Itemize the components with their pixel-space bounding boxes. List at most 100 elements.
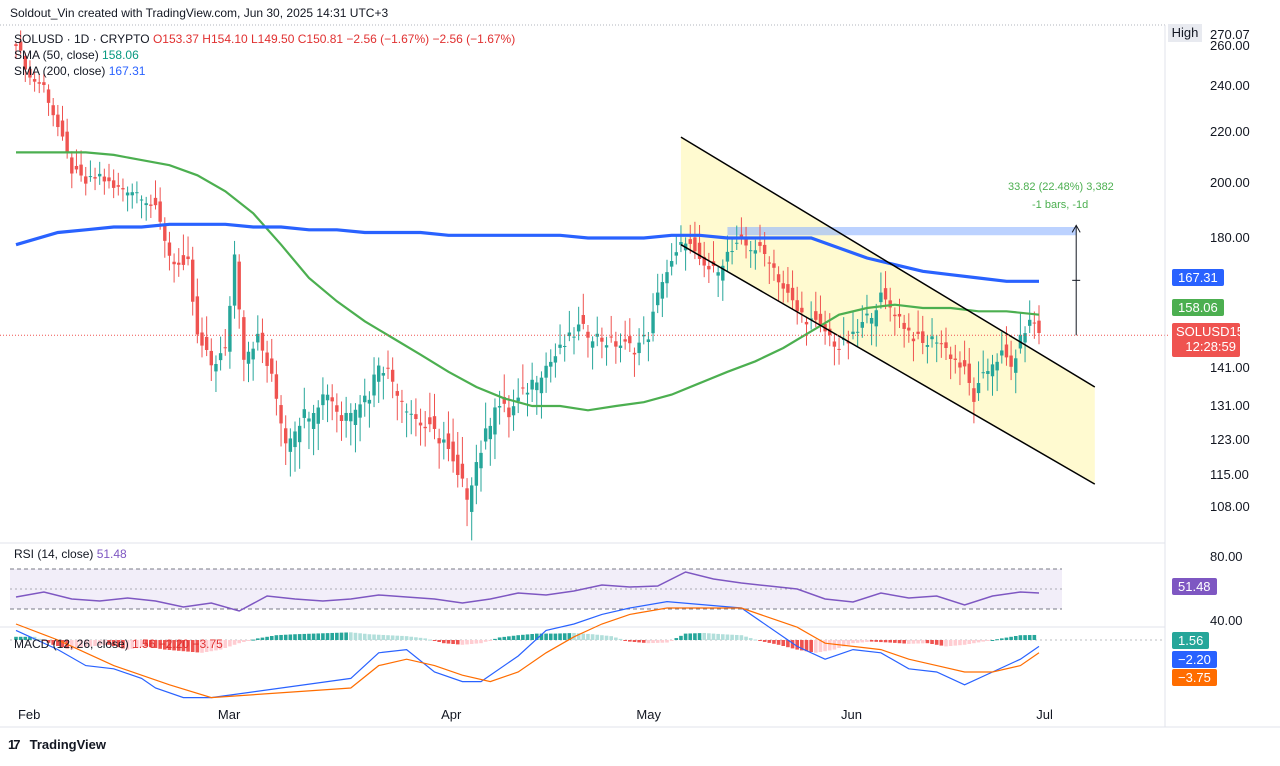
candle-body bbox=[395, 391, 399, 396]
macd-histogram-bar bbox=[781, 640, 786, 646]
macd-histogram-bar bbox=[865, 640, 869, 642]
macd-histogram-bar bbox=[218, 640, 223, 650]
macd-histogram-bar bbox=[958, 640, 962, 646]
legend-sma200[interactable]: SMA (200, close) 167.31 bbox=[14, 64, 145, 78]
candle-body bbox=[339, 415, 344, 421]
candle-body bbox=[37, 82, 41, 84]
candle-body bbox=[660, 282, 665, 299]
macd-histogram-bar bbox=[153, 640, 158, 648]
macd-histogram-bar bbox=[888, 640, 892, 643]
candle-body bbox=[349, 412, 353, 422]
high-value: 270.07 bbox=[1210, 27, 1250, 42]
candle-body bbox=[953, 358, 957, 360]
macd-histogram-bar bbox=[14, 636, 18, 640]
candle-body bbox=[204, 336, 209, 350]
macd-histogram-bar bbox=[818, 640, 823, 652]
candle-body bbox=[874, 310, 878, 327]
macd-histogram-bar bbox=[548, 633, 553, 640]
tradingview-logo[interactable]: 17 TradingView bbox=[8, 737, 106, 752]
candle-body bbox=[302, 409, 306, 418]
candle-body bbox=[144, 203, 148, 206]
candle-body bbox=[158, 201, 162, 222]
price-axis-label: 108.00 bbox=[1210, 499, 1250, 514]
macd-histogram-bar bbox=[418, 637, 423, 640]
macd-histogram-bar bbox=[1027, 635, 1032, 640]
candle-body bbox=[218, 353, 223, 361]
time-axis-label: Mar bbox=[218, 707, 241, 722]
legend-sma50[interactable]: SMA (50, close) 158.06 bbox=[14, 48, 139, 62]
macd-histogram-bar bbox=[107, 640, 111, 645]
macd-histogram-bar bbox=[507, 636, 511, 640]
macd-histogram-bar bbox=[214, 640, 218, 651]
candle-body bbox=[693, 237, 697, 252]
macd-histogram-bar bbox=[74, 640, 79, 649]
candle-body bbox=[944, 342, 948, 349]
candle-body bbox=[897, 313, 902, 317]
candle-body bbox=[363, 395, 367, 403]
macd-histogram-bar bbox=[163, 640, 167, 650]
macd-histogram-bar bbox=[962, 640, 967, 645]
candle-body bbox=[753, 250, 758, 254]
macd-histogram-bar bbox=[939, 640, 944, 646]
candle-body bbox=[762, 244, 767, 255]
macd-histogram-bar bbox=[144, 640, 148, 647]
candle-body bbox=[46, 89, 51, 103]
macd-histogram-bar bbox=[414, 637, 418, 640]
macd-histogram-bar bbox=[879, 640, 883, 643]
candle-body bbox=[474, 462, 479, 486]
candle-body bbox=[51, 105, 55, 116]
candle-body bbox=[163, 225, 167, 241]
candle-body bbox=[939, 343, 944, 345]
macd-histogram-bar bbox=[339, 632, 344, 640]
macd-histogram-bar bbox=[586, 633, 590, 640]
macd-histogram-bar bbox=[400, 635, 404, 640]
candle-body bbox=[311, 413, 316, 429]
macd-histogram-bar bbox=[274, 635, 279, 640]
candle-body bbox=[265, 352, 269, 366]
candle-body bbox=[525, 392, 530, 395]
macd-histogram-bar bbox=[623, 640, 627, 641]
macd-histogram-bar bbox=[102, 640, 107, 646]
candle-body bbox=[646, 339, 651, 343]
macd-histogram-bar bbox=[539, 633, 544, 640]
candle-body bbox=[353, 409, 358, 425]
legend-sma200-label: SMA (200, close) bbox=[14, 64, 106, 78]
candle-body bbox=[256, 333, 260, 343]
candle-body bbox=[865, 313, 869, 316]
candle-body bbox=[251, 348, 255, 360]
macd-histogram-bar bbox=[948, 640, 953, 646]
candle-body bbox=[28, 68, 32, 78]
macd-histogram-bar bbox=[655, 640, 660, 643]
candle-body bbox=[614, 341, 618, 347]
candle-body bbox=[758, 242, 762, 246]
macd-histogram-bar bbox=[116, 640, 121, 648]
candle-body bbox=[656, 292, 660, 306]
candle-body bbox=[497, 406, 502, 408]
macd-histogram-bar bbox=[349, 632, 353, 640]
legend-macd[interactable]: MACD (12, 26, close) 1.56 −2.20 −3.75 bbox=[14, 637, 223, 651]
candle-body bbox=[679, 242, 683, 245]
macd-histogram-bar bbox=[353, 632, 358, 640]
candle-body bbox=[191, 259, 195, 302]
candle-body bbox=[437, 438, 441, 444]
candle-body bbox=[846, 341, 851, 344]
legend-symbol[interactable]: SOLUSD · 1D · CRYPTO bbox=[14, 32, 150, 46]
macd-histogram-bar bbox=[344, 632, 348, 640]
macd-histogram-bar bbox=[846, 640, 851, 645]
candle-body bbox=[32, 79, 37, 82]
macd-histogram-bar bbox=[855, 640, 860, 643]
macd-histogram-bar bbox=[260, 637, 265, 640]
candle-body bbox=[535, 382, 539, 391]
sma200-line bbox=[15, 222, 1039, 283]
candle-body bbox=[832, 341, 837, 347]
macd-histogram-bar bbox=[288, 634, 293, 640]
macd-histogram-bar bbox=[758, 640, 762, 641]
macd-histogram-bar bbox=[530, 634, 534, 640]
macd-histogram-bar bbox=[465, 640, 469, 645]
legend-rsi[interactable]: RSI (14, close) 51.48 bbox=[14, 547, 127, 561]
candle-body bbox=[316, 407, 320, 424]
macd-histogram-bar bbox=[641, 640, 646, 643]
macd-histogram-bar bbox=[804, 640, 809, 652]
